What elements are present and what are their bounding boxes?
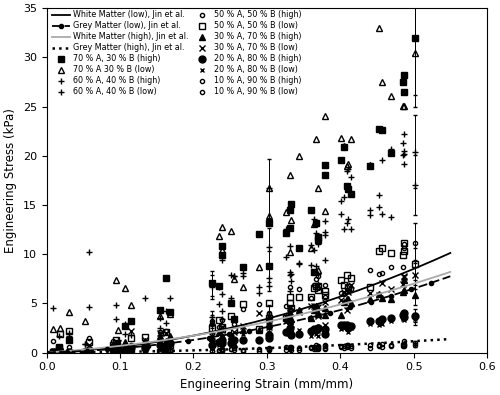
Legend: White Matter (low), Jin et al., Grey Matter (low), Jin et al., White Matter (hig: White Matter (low), Jin et al., Grey Mat…	[50, 9, 303, 98]
Y-axis label: Engineering Stress (kPa): Engineering Stress (kPa)	[4, 108, 17, 253]
X-axis label: Engineering Strain (mm/mm): Engineering Strain (mm/mm)	[180, 378, 354, 391]
